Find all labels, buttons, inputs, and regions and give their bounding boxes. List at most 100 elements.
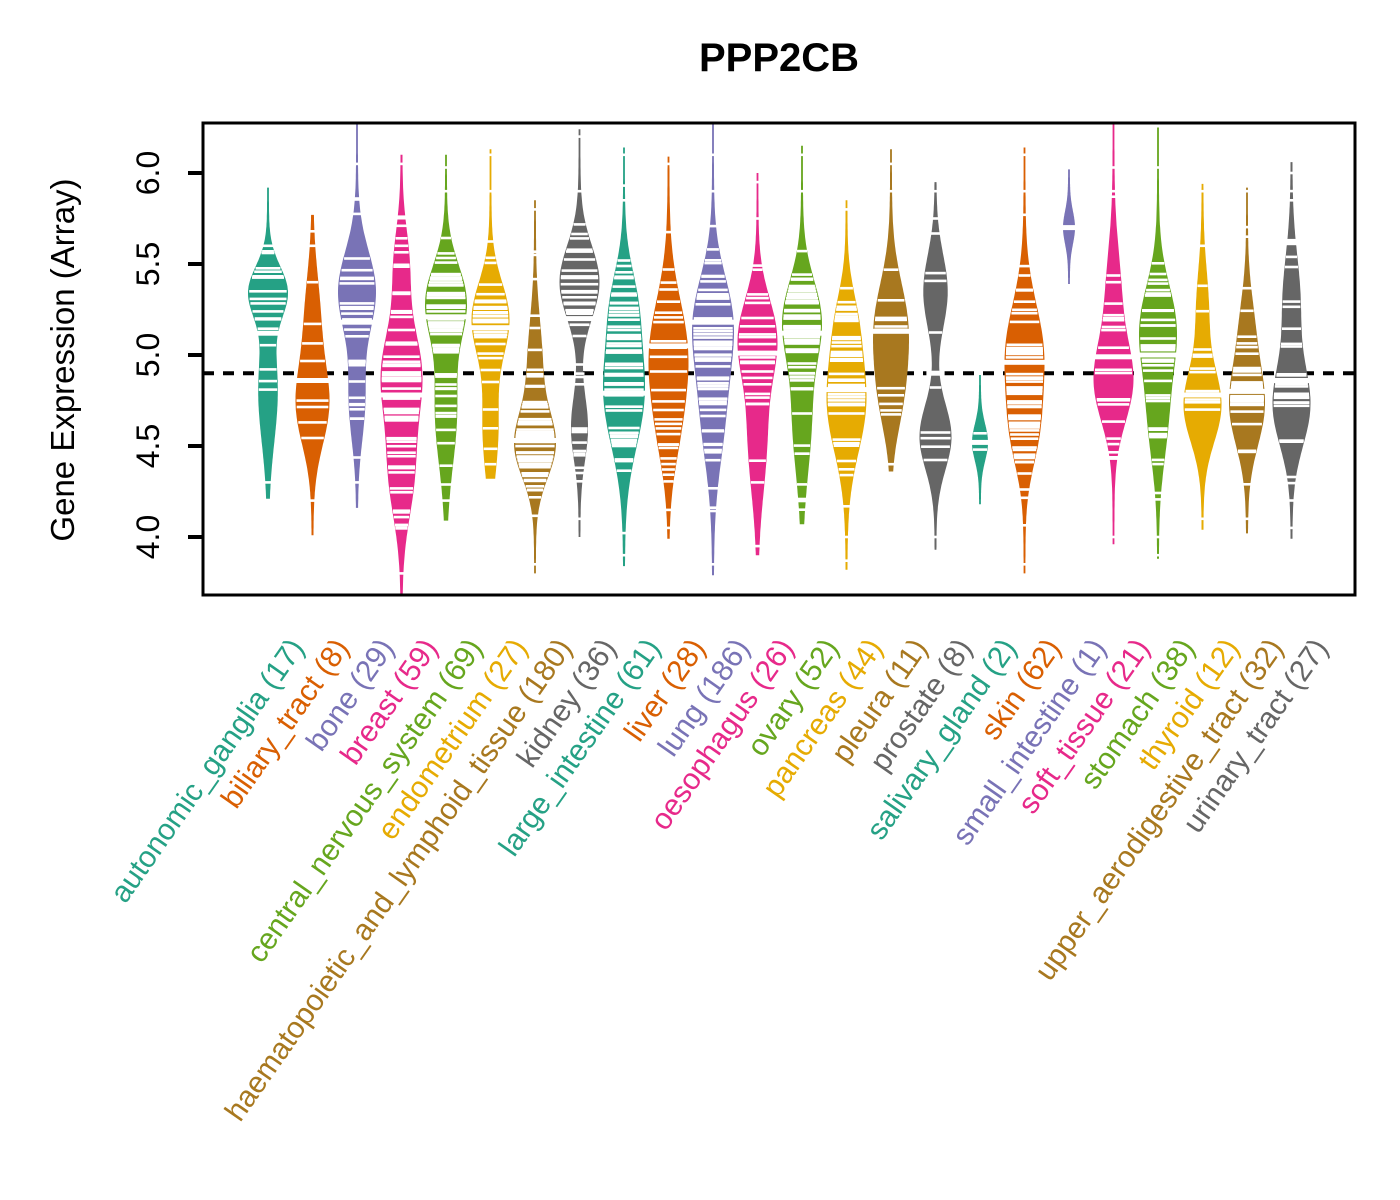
data-point-tick [1275,382,1308,386]
data-point-tick [392,291,411,294]
data-point-tick [650,340,687,343]
violin-kidney [559,129,600,538]
data-point-tick [608,426,640,430]
data-point-tick [879,402,903,406]
data-point-tick [383,409,420,413]
data-point-tick [393,265,410,268]
data-point-tick [476,292,505,296]
data-point-tick [1230,386,1264,389]
data-point-tick [259,343,277,347]
data-point-tick [574,375,585,379]
data-point-tick [573,223,586,226]
data-point-tick [1236,345,1258,349]
data-point-tick [1009,429,1040,432]
data-point-tick [696,376,730,379]
data-point-tick [1286,241,1297,244]
data-point-tick [1095,368,1132,372]
data-point-tick [393,511,410,514]
data-point-tick [382,364,421,368]
data-point-tick [257,327,279,330]
data-point-tick [352,456,362,459]
data-point-tick [619,553,629,557]
data-point-tick [694,357,732,360]
data-point-tick [797,499,807,503]
y-tick-label: 4.5 [129,423,166,469]
data-point-tick [925,271,946,275]
data-point-tick [741,370,774,373]
data-point-tick [658,443,679,446]
data-point-tick [1142,364,1174,367]
median-line [967,439,993,445]
median-line [509,438,561,443]
data-point-tick [1097,403,1130,406]
violin-liver [644,156,693,539]
data-point-tick [478,356,503,360]
violin-stomach [1135,127,1181,559]
violin-soft_tissue [1090,123,1137,545]
data-point-tick [255,318,282,321]
data-point-tick [1096,399,1131,402]
data-point-tick [834,319,859,323]
data-point-tick [612,285,636,288]
data-point-tick [1184,408,1221,411]
data-point-tick [352,198,362,201]
data-point-tick [384,416,419,419]
data-point-tick [526,373,544,376]
data-point-tick [520,410,550,413]
data-point-tick [1281,342,1302,346]
data-point-tick [516,455,554,459]
data-point-tick [1146,288,1170,292]
data-point-tick [522,474,548,477]
data-point-tick [1192,354,1213,357]
data-point-tick [561,269,598,272]
data-point-tick [307,280,319,284]
median-line [466,325,515,331]
data-point-tick [515,433,555,437]
data-point-tick [1230,399,1264,403]
data-point-tick [560,282,599,286]
data-point-tick [430,332,462,336]
data-point-tick [612,444,637,448]
data-point-tick [739,356,776,359]
data-point-tick [572,334,587,338]
data-point-tick [396,572,407,575]
data-point-tick [387,451,416,454]
data-point-tick [1235,352,1259,355]
data-point-tick [792,273,812,276]
data-point-tick [605,362,643,366]
data-point-tick [605,351,643,354]
data-point-tick [1232,422,1262,426]
data-point-tick [827,385,865,388]
data-point-tick [828,412,865,415]
data-point-tick [527,488,544,492]
data-point-tick [1019,524,1030,527]
data-point-tick [478,283,503,286]
data-point-tick [1233,366,1261,370]
violin-shape [1093,123,1134,545]
data-point-tick [698,397,728,401]
median-line [562,316,597,322]
data-point-tick [561,289,598,293]
data-point-tick [827,403,866,407]
data-point-tick [390,315,413,319]
data-point-tick [783,335,821,339]
data-point-tick [924,279,947,283]
data-point-tick [659,288,678,291]
data-point-tick [473,330,508,334]
data-point-tick [1238,450,1256,454]
data-point-tick [789,379,815,382]
data-point-tick [432,347,460,350]
data-point-tick [619,531,629,535]
y-tick-label: 4.0 [129,514,166,560]
data-point-tick [1153,535,1163,539]
data-point-tick [741,316,774,320]
data-point-tick [1237,335,1257,338]
data-point-tick [649,370,688,373]
data-point-tick [695,303,731,306]
data-point-tick [526,368,544,372]
data-point-tick [1152,462,1164,466]
data-point-tick [841,559,852,562]
data-point-tick [660,457,677,460]
data-point-tick [738,342,777,346]
violin-biliary_tract [291,214,334,536]
